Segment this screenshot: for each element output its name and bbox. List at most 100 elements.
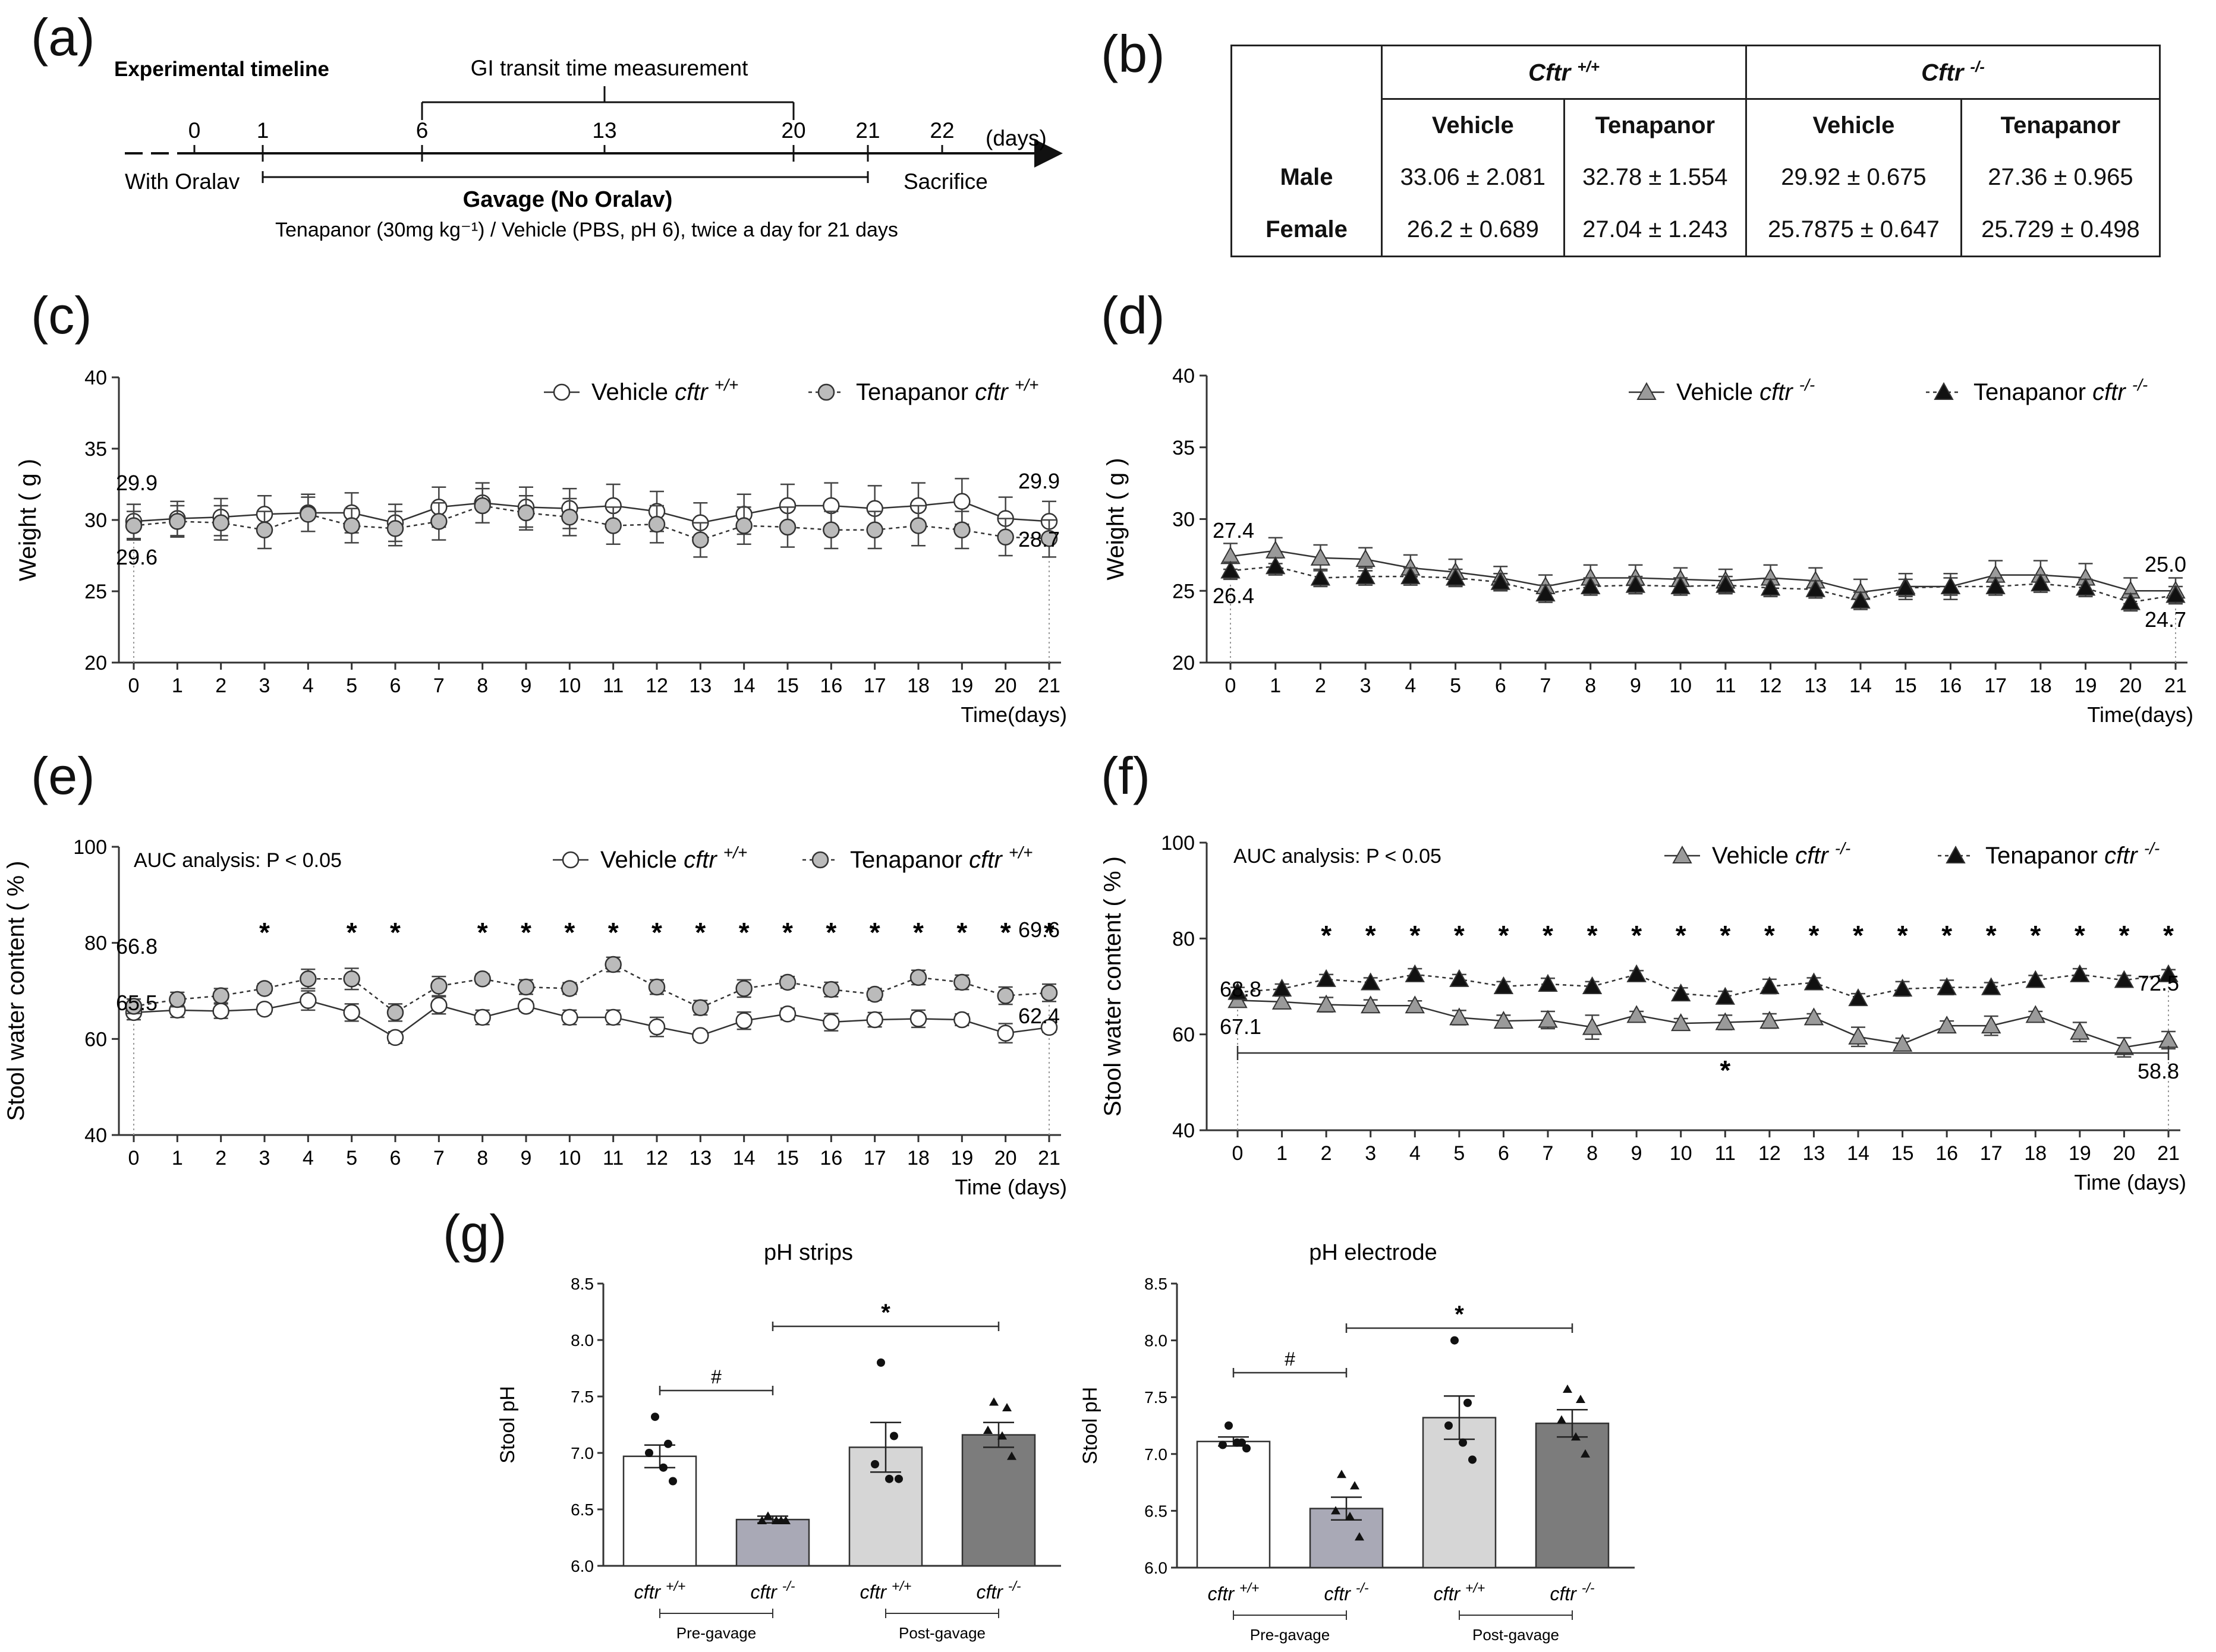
- data-point: [1582, 1017, 1603, 1035]
- x-tick-label: 14: [1847, 1142, 1869, 1165]
- data-point: [1040, 984, 1058, 1001]
- legend-label: Tenapanor cftr +/+: [856, 376, 1038, 405]
- data-label: 65.5: [116, 991, 158, 1015]
- table-header-wt: Cftr +/+: [1380, 45, 1748, 100]
- y-tick-label: 8.0: [1144, 1332, 1167, 1350]
- scatter-point: [885, 1474, 893, 1483]
- scatter-point: [1219, 1440, 1227, 1449]
- timeline-tick-label: 1: [257, 118, 269, 143]
- y-tick-label: 40: [1172, 1120, 1195, 1142]
- series-line: [1230, 550, 2176, 593]
- timeline-title: Experimental timeline: [114, 58, 329, 81]
- data-point: [1760, 578, 1781, 596]
- significance-star: *: [651, 917, 662, 948]
- data-point: [605, 956, 622, 973]
- scatter-point: [1007, 1451, 1016, 1460]
- y-tick-label: 20: [1172, 652, 1195, 674]
- significance-star: *: [1941, 920, 1952, 951]
- x-tick-label: 20: [994, 1147, 1017, 1169]
- table-cell: 25.7875 ± 0.647: [1745, 203, 1962, 257]
- data-label: 29.6: [116, 545, 158, 569]
- data-label: 72.5: [2138, 971, 2179, 995]
- data-point: [169, 513, 186, 530]
- data-point: [2158, 1030, 2179, 1048]
- significance-star: *: [2075, 920, 2085, 951]
- significance-star: *: [739, 917, 750, 948]
- scatter-point: [1242, 1444, 1251, 1453]
- x-tick-label: 3: [259, 1147, 270, 1169]
- data-point: [430, 978, 448, 995]
- data-point: [953, 1011, 971, 1029]
- scatter-point: [659, 1463, 668, 1472]
- sacrifice-label: Sacrifice: [904, 169, 988, 194]
- data-point: [1449, 1007, 1469, 1026]
- data-point: [953, 493, 971, 510]
- data-point: [1892, 978, 1913, 997]
- scatter-point: [989, 1397, 999, 1406]
- data-point: [605, 1008, 622, 1026]
- table-col-header: Vehicle: [1381, 98, 1565, 152]
- timeline-tick-label: 21: [855, 118, 880, 143]
- data-point: [1803, 972, 1824, 991]
- data-point: [517, 998, 535, 1015]
- data-label: 58.8: [2138, 1059, 2179, 1083]
- data-point: [1626, 1005, 1647, 1023]
- x-tick-label: 1: [1270, 674, 1281, 697]
- data-point: [2070, 964, 2090, 982]
- x-tick-label: 7: [433, 1147, 445, 1169]
- data-point: [125, 517, 143, 534]
- x-tick-label: 6: [1498, 1142, 1509, 1165]
- data-point: [1310, 568, 1331, 586]
- x-tick-label: 15: [1891, 1142, 1914, 1165]
- significance-star: *: [1764, 920, 1775, 951]
- x-tick-label: 1: [172, 1147, 183, 1169]
- x-tick-label: 7: [1543, 1142, 1554, 1165]
- data-point: [1316, 994, 1336, 1013]
- x-tick-label: 10: [558, 1147, 581, 1169]
- scatter-point: [1571, 1432, 1581, 1441]
- series-line: [133, 505, 1050, 541]
- scatter-point: [1444, 1421, 1453, 1430]
- significance-star: *: [2119, 920, 2129, 951]
- x-tick-label: 21: [1038, 1147, 1060, 1169]
- data-point: [692, 999, 709, 1017]
- x-tick-label: 11: [603, 674, 624, 697]
- scatter-point: [1350, 1481, 1359, 1490]
- y-tick-label: 40: [84, 367, 107, 389]
- x-tick-label: 19: [950, 674, 973, 697]
- table-col-header: Tenapanor: [1563, 98, 1748, 152]
- dosing-label: Tenapanor (30mg kg⁻¹) / Vehicle (PBS, pH…: [275, 219, 898, 241]
- x-tick-label: 6: [390, 1147, 401, 1169]
- x-tick-label: 12: [1759, 674, 1782, 697]
- data-point: [866, 985, 883, 1003]
- data-label: 27.4: [1213, 518, 1254, 543]
- table-cell: 32.78 ± 1.554: [1563, 151, 1748, 204]
- data-label: 62.4: [1018, 1004, 1060, 1028]
- x-tick-label: 7: [433, 674, 445, 697]
- y-tick-label: 100: [73, 836, 107, 859]
- x-tick-label: 15: [776, 674, 799, 697]
- group-label: Pre-gavage: [1250, 1626, 1330, 1644]
- data-point: [1981, 977, 2001, 995]
- data-point: [386, 1004, 404, 1022]
- data-point: [1896, 578, 1916, 596]
- data-point: [1937, 977, 1957, 995]
- y-tick-label: 8.5: [1144, 1275, 1167, 1293]
- data-point: [1271, 978, 1292, 997]
- x-tick-label: 19: [950, 1147, 973, 1169]
- x-tick-label: 3: [1360, 674, 1371, 697]
- significance-star: *: [913, 917, 924, 948]
- data-point: [997, 528, 1014, 546]
- x-tick-label: 1: [1276, 1142, 1288, 1165]
- data-label: 28.7: [1018, 527, 1060, 551]
- x-tick-label: 15: [776, 1147, 799, 1169]
- series-line: [133, 963, 1050, 1014]
- timeline-unit: (days): [986, 126, 1047, 150]
- y-tick-label: 20: [84, 652, 107, 674]
- series-tenapanor: [1220, 556, 2186, 612]
- y-axis-label: Weight ( g ): [1103, 458, 1129, 581]
- data-label: 29.9: [1018, 469, 1060, 493]
- legend-label: Tenapanor cftr -/-: [1985, 839, 2160, 869]
- significance-star: *: [1409, 920, 1420, 951]
